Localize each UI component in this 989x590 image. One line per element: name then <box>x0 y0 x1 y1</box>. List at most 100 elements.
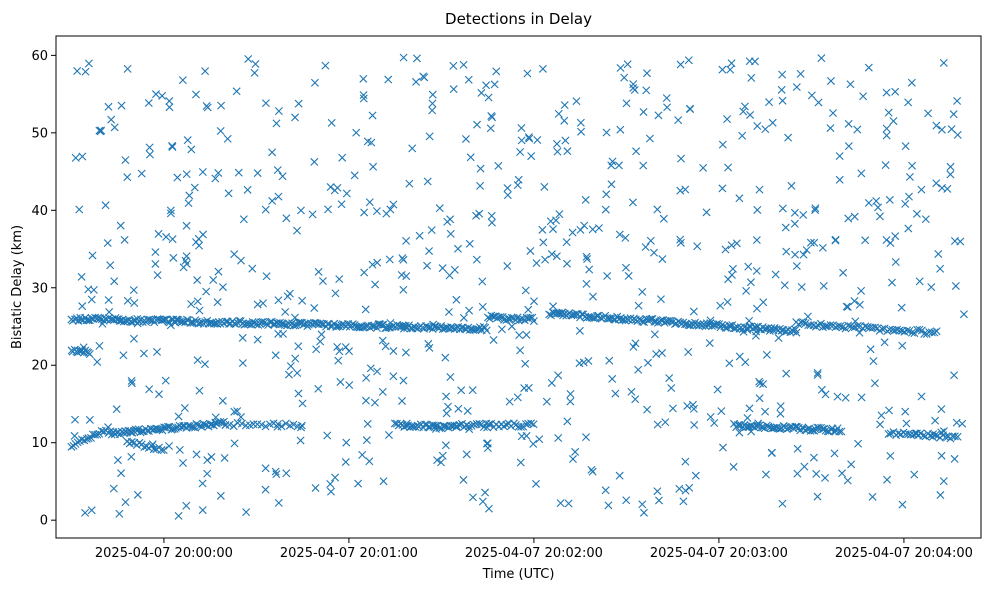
scatter-point <box>755 377 764 386</box>
scatter-point <box>449 85 458 94</box>
scatter-point <box>924 109 933 118</box>
scatter-point <box>615 471 624 480</box>
scatter-point <box>904 224 913 233</box>
scatter-point <box>199 230 208 239</box>
scatter-point <box>363 419 372 428</box>
scatter-point <box>917 185 926 194</box>
scatter-point <box>294 342 303 351</box>
scatter-point <box>261 205 270 214</box>
scatter-point <box>198 506 207 515</box>
scatter-point <box>589 314 598 323</box>
scatter-point <box>650 330 659 339</box>
scatter-point <box>489 335 498 344</box>
scatter-point <box>324 205 333 214</box>
scatter-point <box>806 238 815 247</box>
scatter-point <box>298 399 307 408</box>
scatter-point <box>408 144 417 153</box>
scatter-point <box>936 264 945 273</box>
scatter-point <box>370 398 379 407</box>
scatter-point <box>898 500 907 509</box>
scatter-point <box>211 174 220 183</box>
scatter-point <box>631 395 640 404</box>
scatter-point <box>453 244 462 253</box>
scatter-point <box>148 440 157 449</box>
scatter-point <box>821 322 830 331</box>
scatter-point <box>621 233 630 242</box>
scatter-point <box>120 235 129 244</box>
scatter-point <box>893 325 902 334</box>
scatter-point <box>724 163 733 172</box>
scatter-point <box>799 318 808 327</box>
scatter-point <box>79 343 88 352</box>
scatter-point <box>855 300 864 309</box>
scatter-point <box>288 319 297 328</box>
scatter-point <box>554 371 563 380</box>
scatter-point <box>663 103 672 112</box>
scatter-point <box>323 431 332 440</box>
scatter-point <box>871 323 880 332</box>
scatter-point <box>552 252 561 261</box>
scatter-point <box>776 409 785 418</box>
scatter-point <box>384 431 393 439</box>
scatter-point <box>497 325 506 334</box>
scatter-point <box>386 205 395 214</box>
scatter-point <box>855 328 864 337</box>
scatter-point <box>452 295 461 304</box>
scatter-point <box>109 484 118 493</box>
scatter-point <box>872 197 881 205</box>
scatter-point <box>193 356 202 365</box>
scatter-point <box>585 265 594 274</box>
scatter-point <box>622 496 631 505</box>
scatter-point <box>428 99 437 108</box>
scatter-point <box>601 486 610 495</box>
scatter-point <box>244 54 253 63</box>
scatter-point <box>360 208 369 217</box>
scatter-point <box>223 134 232 143</box>
scatter-point <box>271 467 280 476</box>
scatter-point <box>588 292 597 301</box>
scatter-point <box>311 483 320 492</box>
scatter-point <box>810 238 819 247</box>
y-tick-label: 50 <box>31 126 48 141</box>
scatter-point <box>934 249 943 258</box>
scatter-point <box>631 339 640 348</box>
scatter-point <box>459 475 468 484</box>
scatter-point <box>202 102 211 110</box>
scatter-point <box>236 413 245 422</box>
scatter-point <box>686 105 695 114</box>
scatter-point <box>541 255 550 264</box>
scatter-point <box>362 436 371 445</box>
scatter-point <box>806 426 815 435</box>
scatter-point <box>158 91 167 100</box>
scatter-point <box>402 272 411 281</box>
scatter-point <box>310 304 319 313</box>
scatter-point <box>577 310 586 319</box>
scatter-point <box>427 226 436 235</box>
scatter-point <box>345 347 354 356</box>
scatter-point <box>717 407 726 416</box>
scatter-point <box>628 198 637 207</box>
scatter-point <box>516 458 525 467</box>
scatter-point <box>921 215 930 224</box>
scatter-point <box>563 259 571 268</box>
scatter-point <box>723 298 732 307</box>
scatter-point <box>861 322 870 331</box>
scatter-point <box>727 59 736 68</box>
scatter-point <box>889 117 898 126</box>
scatter-point <box>185 191 194 200</box>
scatter-point <box>161 376 170 385</box>
scatter-point <box>230 250 239 259</box>
x-tick-label: 2025-04-07 20:01:00 <box>280 546 418 561</box>
scatter-point <box>891 87 900 96</box>
scatter-point <box>444 307 453 316</box>
scatter-point <box>192 450 201 459</box>
scatter-point <box>870 379 879 388</box>
scatter-point <box>154 229 163 238</box>
scatter-point <box>381 342 390 351</box>
scatter-point <box>584 357 593 365</box>
scatter-point <box>953 432 962 441</box>
scatter-point <box>145 143 154 152</box>
scatter-point <box>819 281 828 290</box>
scatter-point <box>67 442 76 451</box>
